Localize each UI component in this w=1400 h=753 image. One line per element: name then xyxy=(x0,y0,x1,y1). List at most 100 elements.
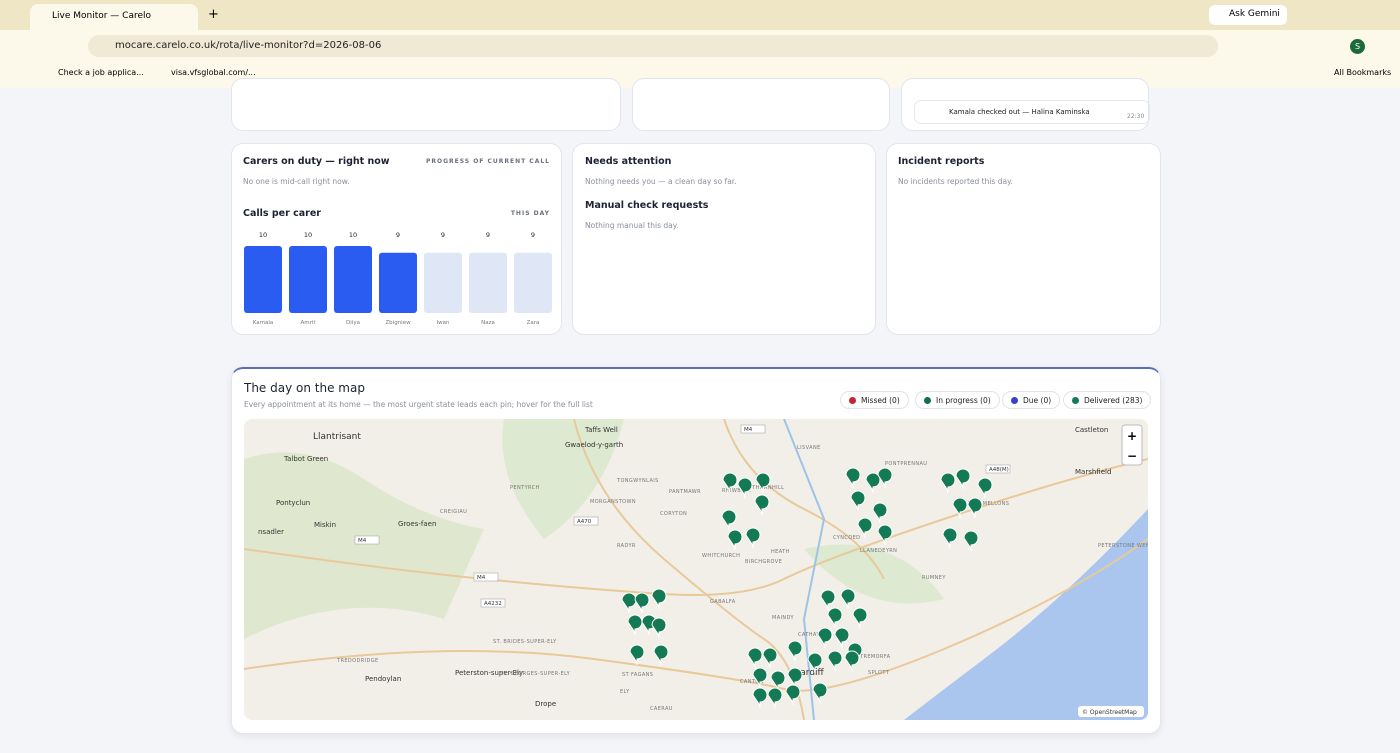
empty: No one is mid-call right now. xyxy=(243,177,350,186)
bar xyxy=(424,252,462,313)
pin xyxy=(747,647,763,669)
bookmark[interactable]: Check a job applica... xyxy=(58,68,144,77)
map-title: The day on the map xyxy=(244,381,365,395)
map: Llantrisant Taffs Well Gwaelod-y-garth Cast… xyxy=(244,419,1148,720)
pin xyxy=(872,502,888,524)
pin xyxy=(807,652,823,674)
pin xyxy=(651,617,667,639)
town-label: Peterston-super-Ely xyxy=(455,669,523,677)
ask-gemini[interactable]: Ask Gemini xyxy=(1209,5,1287,25)
pin xyxy=(752,687,768,709)
new-tab[interactable]: + xyxy=(208,7,219,22)
road-label: A4232 xyxy=(484,601,502,607)
road-shield xyxy=(740,424,766,434)
pin xyxy=(877,524,893,546)
text: No incidents reported this day. xyxy=(898,177,1013,186)
legend-item[interactable]: Delivered (283) xyxy=(1063,391,1152,409)
road-shield xyxy=(985,464,1011,474)
attribution-box xyxy=(1078,706,1144,717)
district-label: MORGANSTOWN xyxy=(590,499,636,505)
bar-value: 10 xyxy=(259,231,267,239)
pin xyxy=(834,627,850,649)
district-label: TREDODRIDGE xyxy=(336,658,379,664)
pin xyxy=(737,477,753,499)
district-label: CANTON xyxy=(740,679,764,685)
district-label: PETERSTONE WENTLOOGE xyxy=(1098,543,1148,549)
bar-label: Amrit xyxy=(300,320,316,326)
district-label: RHIWBINA xyxy=(722,488,751,494)
district-label: HEATH xyxy=(771,549,790,555)
address-bar[interactable]: mocare.carelo.co.uk/rota/live-monitor?d=… xyxy=(88,35,1218,57)
town-label: Pendoylan xyxy=(365,675,401,683)
bar-chart: 10 Kamala 10 Amrit 10 Diiya 9 Zbigniew 9 Iwan 9 Naz… xyxy=(244,231,552,326)
pin xyxy=(952,497,968,519)
zoom-out[interactable]: − xyxy=(1127,449,1137,463)
tab-strip xyxy=(0,0,1400,30)
bookmark[interactable]: visa.vfsglobal.com/... xyxy=(171,68,256,77)
road-label: M4 xyxy=(477,575,486,581)
road-shield xyxy=(354,535,380,545)
legend-label: Delivered (283) xyxy=(1084,396,1143,405)
district-label: ST FAGANS xyxy=(622,672,653,678)
bar-label: Diiya xyxy=(346,320,360,326)
zoom-in[interactable]: + xyxy=(1127,429,1137,443)
district-label: RADYR xyxy=(617,543,636,549)
district-label: TONGWYNLAIS xyxy=(616,478,659,484)
pin xyxy=(940,472,956,494)
legend-item[interactable]: Missed (0) xyxy=(840,391,909,409)
title: Needs attention xyxy=(585,156,672,167)
pin xyxy=(812,682,828,704)
legend-dot xyxy=(1072,397,1079,404)
pin xyxy=(877,467,893,489)
pin xyxy=(770,670,786,692)
town-label: Miskin xyxy=(314,521,336,529)
title: Incident reports xyxy=(898,156,985,167)
pin xyxy=(754,494,770,516)
attribution: © OpenStreetMap xyxy=(1082,709,1137,716)
district-label: SPLOTT xyxy=(868,670,890,676)
district-label: TREMORFA xyxy=(859,654,891,660)
all-bookmarks[interactable]: All Bookmarks xyxy=(1334,68,1392,77)
district-label: CAERAU xyxy=(650,706,673,712)
pin xyxy=(820,589,836,611)
road-shield xyxy=(573,516,599,526)
roads xyxy=(244,419,1148,720)
legend-dot xyxy=(1011,397,1018,404)
district-label: THORNHILL xyxy=(751,485,784,491)
bar xyxy=(379,252,417,313)
bar-label: Zara xyxy=(527,320,540,326)
pin xyxy=(787,640,803,662)
pin xyxy=(827,607,843,629)
card xyxy=(632,78,890,131)
district-label: CATHAYS xyxy=(798,632,823,638)
map-subtitle: Every appointment at its home — the most… xyxy=(244,400,593,409)
feed-item: Kamala checked out — Halina Kaminska 22:… xyxy=(914,100,1150,124)
legend-item[interactable]: Due (0) xyxy=(1002,391,1061,409)
tab[interactable]: Live Monitor — Carelo xyxy=(30,4,198,30)
pin xyxy=(844,650,860,672)
bar xyxy=(514,252,552,313)
pin xyxy=(721,509,737,531)
district-label: PANTMAWR xyxy=(669,489,701,495)
district-label: WHITCHURCH xyxy=(702,553,740,559)
bar xyxy=(244,246,282,313)
district-label: PONTPRENNAU xyxy=(885,461,927,467)
district-label: GABALFA xyxy=(710,599,736,605)
town-label: Pontyclun xyxy=(276,499,310,507)
district-label: CREIGIAU xyxy=(440,509,467,515)
town-label: Castleton xyxy=(1075,426,1108,434)
legend-label: In progress (0) xyxy=(936,396,991,405)
bar-value: 9 xyxy=(531,231,535,239)
text: Nothing needs you — a clean day so far. xyxy=(585,177,737,186)
pin xyxy=(727,529,743,551)
road-shield xyxy=(480,598,506,608)
carers-card: Carers on duty — right now PROGRESS OF C… xyxy=(231,143,562,335)
profile[interactable]: S xyxy=(1350,39,1365,54)
pin xyxy=(745,527,761,549)
legend-item[interactable]: In progress (0) xyxy=(915,391,1000,409)
aside: THIS DAY xyxy=(510,210,550,217)
bar-value: 9 xyxy=(441,231,445,239)
district-label: RUMNEY xyxy=(922,575,946,581)
district-label: MAINDY xyxy=(772,615,795,621)
